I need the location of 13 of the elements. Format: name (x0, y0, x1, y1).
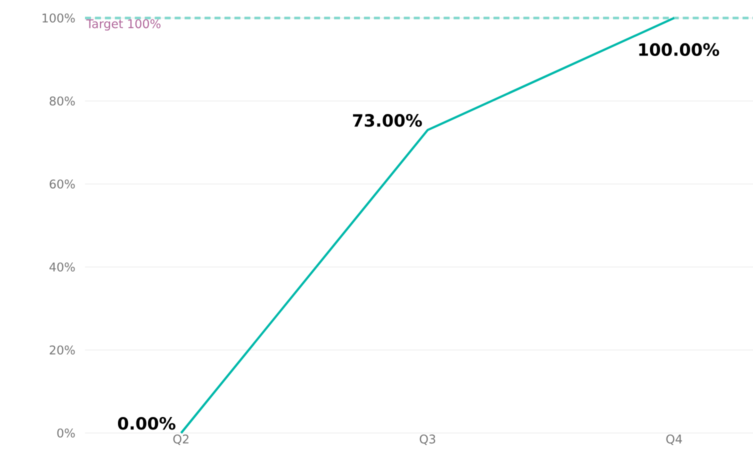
y-tick-label: 40% (49, 262, 75, 272)
data-label: 100.00% (639, 43, 720, 56)
y-tick-label: 80% (50, 96, 75, 106)
y-tick-label: 0% (57, 428, 75, 438)
x-tick-label: Q4 (666, 434, 682, 445)
ref-line-label: Target 100% (86, 19, 160, 31)
y-tick-label: 100% (42, 13, 75, 23)
data-label: 73.00% (353, 114, 422, 127)
x-tick-label: Q2 (173, 434, 188, 445)
x-tick-label: Q3 (420, 434, 436, 445)
data-label: 0.00% (118, 416, 176, 430)
y-tick-label: 60% (50, 179, 75, 189)
y-tick-label: 20% (50, 345, 75, 355)
